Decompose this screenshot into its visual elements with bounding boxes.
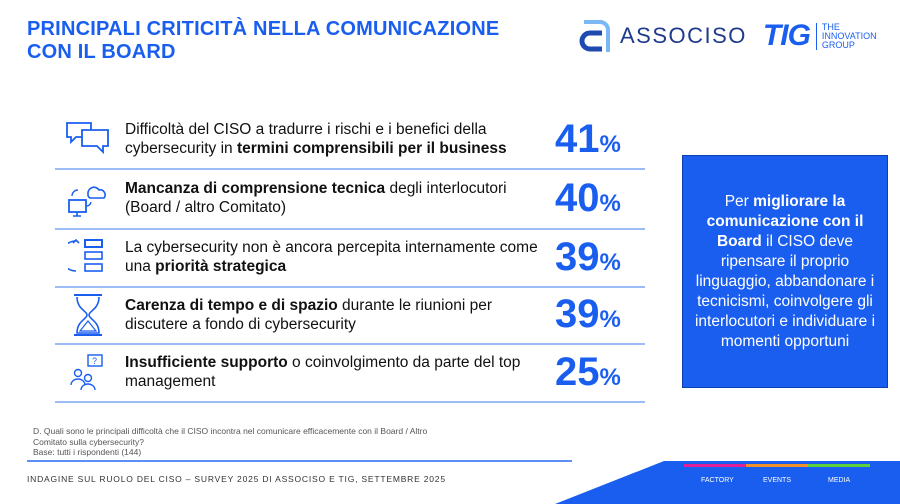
tig-logo-text: TIG xyxy=(762,19,811,52)
hourglass-icon xyxy=(55,293,120,337)
percentage-number: 40 xyxy=(555,175,600,220)
chat-bubbles-icon xyxy=(55,121,120,157)
tab-factory[interactable]: FACTORY xyxy=(701,477,734,484)
tig-sub-2: INNOVATION xyxy=(821,30,877,41)
title-line-1: PRINCIPALI CRITICITÀ NELLA COMUNICAZIONE xyxy=(27,18,500,40)
footer-text: INDAGINE SUL RUOLO DEL CISO – SURVEY 202… xyxy=(27,474,446,484)
criticality-row: La cybersecurity non è ancora percepita … xyxy=(55,228,645,288)
text-post: degli interlocutori (Board / altro Comit… xyxy=(125,180,507,216)
text-bold: termini comprensibili per il business xyxy=(236,140,507,157)
svg-text:?: ? xyxy=(92,356,97,366)
percentage-value: 39% xyxy=(555,235,645,280)
criticality-row: Mancanza di comprensione tecnica degli i… xyxy=(55,168,645,230)
percentage-value: 39% xyxy=(555,292,645,337)
percentage-number: 39 xyxy=(555,292,600,336)
percent-sign: % xyxy=(599,363,621,391)
question-text: D. Quali sono le principali difficoltà c… xyxy=(33,426,428,447)
cloud-computer-icon xyxy=(55,178,120,218)
associso-logo-icon xyxy=(579,20,610,52)
percentage-value: 41% xyxy=(555,117,645,162)
box-text-bold: migliorare la comunicazione con il Board xyxy=(706,192,864,250)
text-bold: Carenza di tempo e di spazio xyxy=(125,296,338,314)
events-tab-bar xyxy=(746,464,808,467)
percentage-number: 25 xyxy=(555,349,600,394)
logos: ASSOCISO TIG THE INNOVATION GROUP xyxy=(578,18,877,54)
question-note: D. Quali sono le principali difficoltà c… xyxy=(33,426,453,458)
text-pre: Difficoltà del CISO a tradurre i rischi … xyxy=(125,121,487,157)
criticality-row: Difficoltà del CISO a tradurre i rischi … xyxy=(55,110,645,170)
tig-sub-3: GROUP xyxy=(821,39,855,50)
criticality-text: Insufficiente supporto o coinvolgimento … xyxy=(120,353,555,391)
percent-sign: % xyxy=(599,189,621,217)
criticality-text: Mancanza di comprensione tecnica degli i… xyxy=(120,179,555,217)
percent-sign: % xyxy=(599,248,621,276)
text-bold: priorità strategica xyxy=(155,258,287,275)
text-post: durante le riunioni per discutere a fond… xyxy=(125,296,492,333)
base-text: Base: tutti i rispondenti (144) xyxy=(33,447,142,457)
criticality-text: La cybersecurity non è ancora percepita … xyxy=(120,238,555,276)
percentage-value: 25% xyxy=(555,350,645,395)
footer-divider xyxy=(27,460,572,462)
percent-sign: % xyxy=(599,130,621,158)
text-post: o coinvolgimento da parte del top manage… xyxy=(125,354,521,390)
media-tab-bar xyxy=(808,464,870,467)
recommendation-box: Per migliorare la comunicazione con il B… xyxy=(682,155,888,388)
percentage-number: 41 xyxy=(555,116,600,161)
text-bold: Mancanza di comprensione tecnica xyxy=(125,180,386,197)
page-title: PRINCIPALI CRITICITÀ NELLA COMUNICAZIONE… xyxy=(27,18,499,64)
title-line-2: CON IL BOARD xyxy=(27,41,176,63)
criticality-text: Carenza di tempo e di spazio durante le … xyxy=(120,296,555,334)
text-bold: Insufficiente supporto xyxy=(125,354,288,371)
percentage-number: 39 xyxy=(555,234,600,279)
people-question-icon: ? xyxy=(55,353,120,391)
criticality-row: ? Insufficiente supporto o coinvolgiment… xyxy=(55,343,645,403)
tig-sub-1: THE xyxy=(821,21,840,32)
tab-events[interactable]: EVENTS xyxy=(763,477,792,484)
criticality-row: Carenza di tempo e di spazio durante le … xyxy=(55,286,645,345)
tab-media[interactable]: MEDIA xyxy=(828,477,851,484)
tig-subtitle: THE INNOVATION GROUP xyxy=(815,21,877,50)
priority-list-icon xyxy=(55,237,120,277)
text-pre: La cybersecurity non è ancora percepita … xyxy=(125,239,538,275)
percent-sign: % xyxy=(599,306,621,333)
percentage-value: 40% xyxy=(555,176,645,221)
factory-tab-bar xyxy=(684,464,746,467)
criticality-text: Difficoltà del CISO a tradurre i rischi … xyxy=(120,120,555,158)
associso-logo-text: ASSOCISO xyxy=(620,23,747,48)
box-text-pre: Per xyxy=(724,192,754,210)
box-text-post: il CISO deve ripensare il proprio lingua… xyxy=(694,232,876,350)
